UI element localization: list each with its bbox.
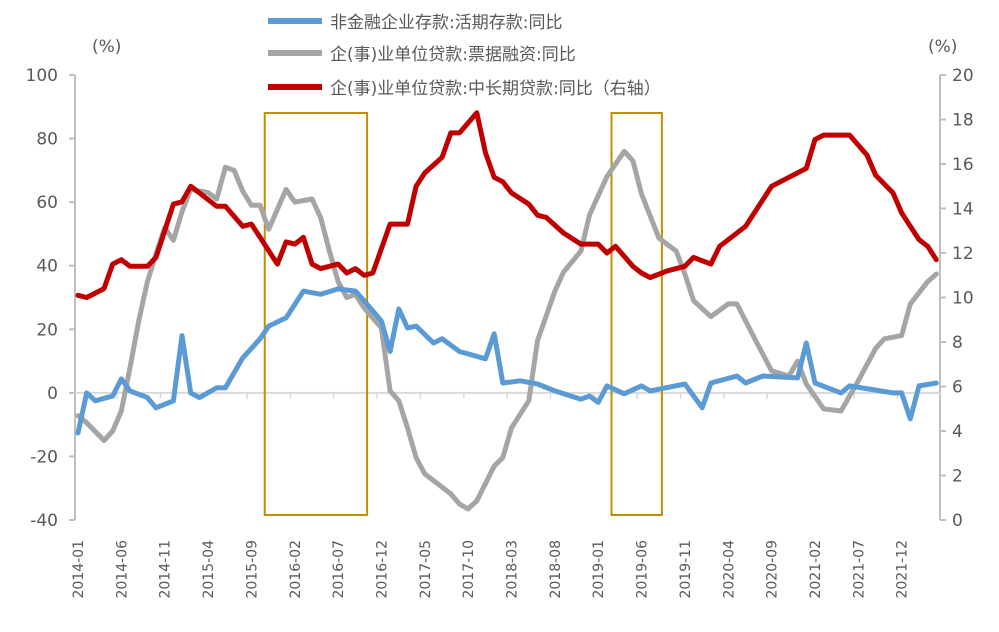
x-axis-tick-label: 2014-11: [158, 540, 174, 599]
right-axis-tick-label: 14: [952, 200, 974, 220]
right-axis-tick-label: 18: [952, 111, 974, 131]
left-axis-tick-label: 80: [36, 130, 58, 150]
right-axis-tick-label: 12: [952, 244, 974, 264]
right-axis-unit: (%): [928, 37, 957, 57]
right-axis-tick-label: 20: [952, 66, 974, 86]
legend: 非金融企业存款:活期存款:同比 企(事)业单位贷款:票据融资:同比 企(事)业单…: [268, 13, 661, 99]
left-axis-tick-label: 20: [36, 320, 58, 340]
left-axis-tick-label: -20: [30, 447, 58, 467]
x-axis-tick-label: 2019-06: [635, 540, 651, 599]
x-axis-tick-label: 2014-06: [114, 540, 130, 599]
left-axis-tick-label: 40: [36, 257, 58, 277]
right-axis-tick-label: 6: [952, 378, 963, 398]
x-axis-tick-label: 2015-09: [244, 540, 260, 599]
series-deposits: [75, 286, 939, 436]
x-axis-tick-label: 2015-04: [201, 540, 217, 599]
highlight-box: [610, 112, 663, 516]
x-axis-tick-label: 2016-02: [288, 540, 304, 599]
highlight-box: [263, 112, 369, 516]
left-axis-tick-label: 0: [47, 384, 58, 404]
x-axis-tick-label: 2020-04: [721, 540, 737, 599]
right-axis-tick-label: 0: [952, 511, 963, 531]
x-axis-tick-label: 2017-05: [418, 540, 434, 599]
series-line: [75, 148, 939, 512]
left-axis-unit: (%): [92, 37, 121, 57]
x-axis-tick-label: 2021-07: [851, 540, 867, 599]
x-axis-tick-label: 2020-09: [765, 540, 781, 599]
x-axis-tick-label: 2017-10: [461, 540, 477, 599]
series-bill-financing: [75, 148, 939, 512]
left-axis-tick-label: 100: [26, 66, 58, 86]
x-axis-tick-label: 2016-12: [374, 540, 390, 599]
x-axis-tick-label: 2019-01: [591, 540, 607, 599]
right-axis-tick-label: 2: [952, 467, 963, 487]
right-axis-tick-label: 8: [952, 333, 963, 353]
x-axis-tick-label: 2018-03: [505, 540, 521, 599]
x-axis-tick-label: 2021-02: [808, 540, 824, 599]
series-line: [75, 286, 939, 436]
x-axis-tick-label: 2014-01: [71, 540, 87, 599]
legend-label-mid-long-loans: 企(事)业单位贷款:中长期贷款:同比（右轴）: [330, 79, 661, 99]
left-axis-tick-label: 60: [36, 193, 58, 213]
x-axis-tick-label: 2016-07: [331, 540, 347, 599]
x-axis-tick-label: 2019-11: [678, 540, 694, 599]
x-axis-tick-label: 2021-12: [895, 540, 911, 599]
legend-label-deposits: 非金融企业存款:活期存款:同比: [330, 13, 562, 33]
series-mid-long-loans: [75, 110, 939, 300]
right-axis-tick-label: 10: [952, 289, 974, 309]
right-axis-tick-label: 4: [952, 422, 963, 442]
x-axis-tick-label: 2018-08: [548, 540, 564, 599]
legend-label-bill-financing: 企(事)业单位贷款:票据融资:同比: [330, 45, 576, 65]
right-axis-tick-label: 16: [952, 155, 974, 175]
left-axis-tick-label: -40: [30, 511, 58, 531]
series-line: [75, 110, 939, 300]
